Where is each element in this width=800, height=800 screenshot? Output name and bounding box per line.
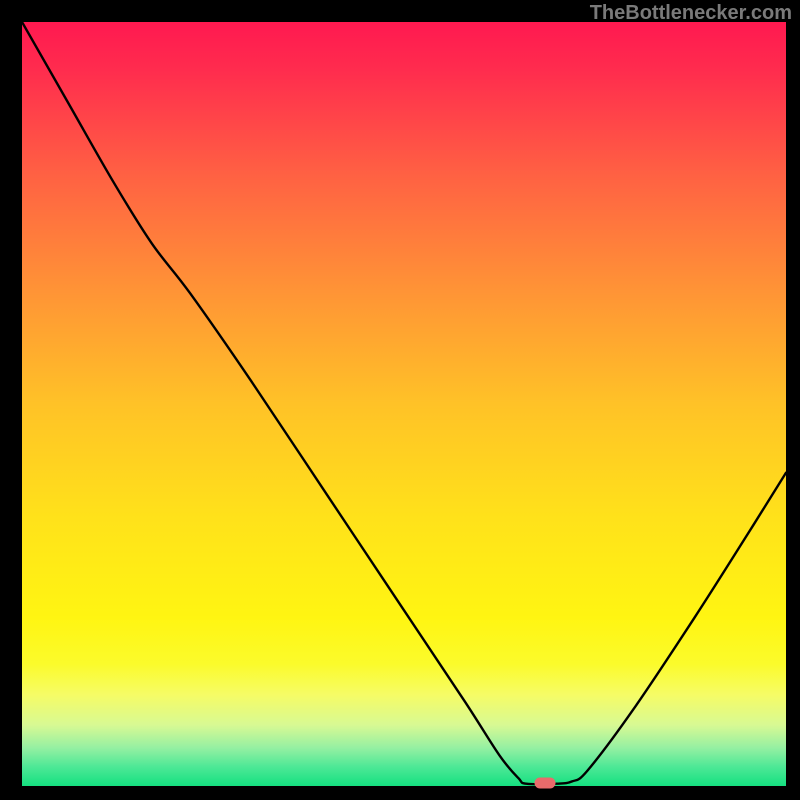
bottleneck-curve	[22, 22, 786, 786]
plot-area	[22, 22, 786, 786]
chart-container: TheBottlenecker.com	[0, 0, 800, 800]
watermark-text: TheBottlenecker.com	[590, 2, 792, 25]
optimal-point-marker	[535, 777, 556, 788]
